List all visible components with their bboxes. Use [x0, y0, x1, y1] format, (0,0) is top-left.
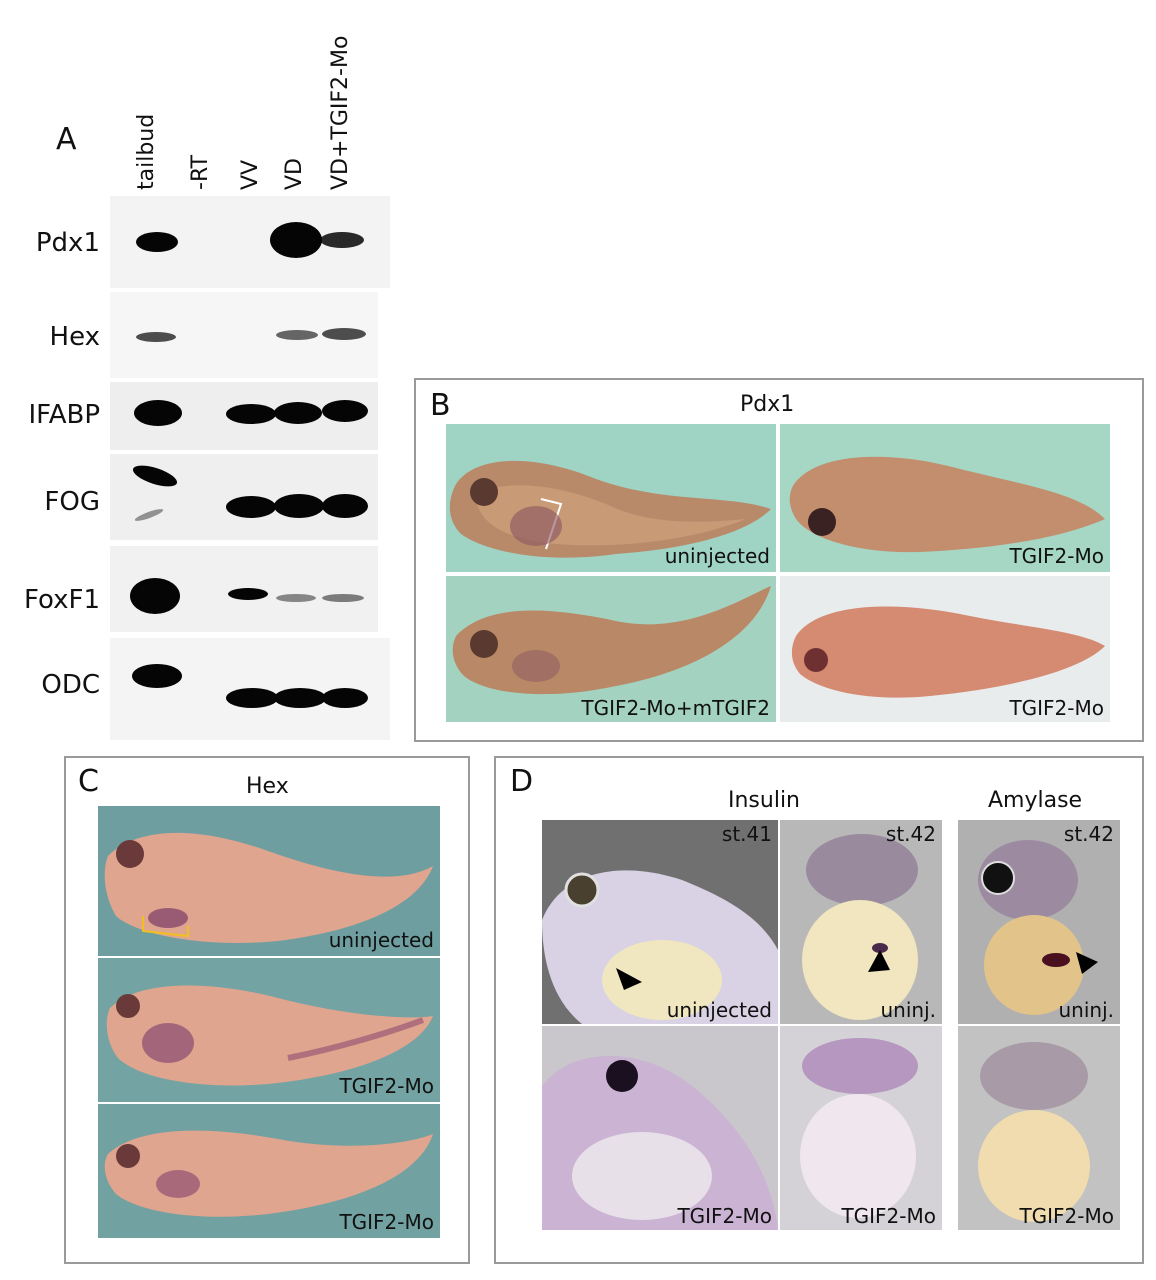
panel-c-title: Hex: [246, 774, 289, 799]
band: [226, 404, 276, 424]
stage-label: st.42: [885, 822, 936, 846]
photo-insulin-st42-uninjected: st.42 uninj.: [780, 820, 942, 1024]
band: [274, 688, 326, 708]
photo-label: TGIF2-Mo: [841, 1204, 936, 1228]
panel-c-letter: C: [78, 764, 99, 799]
gene-label-hex: Hex: [49, 322, 100, 352]
band: [322, 400, 368, 422]
band: [322, 494, 368, 518]
photo-pdx1-tgif2-mo-1: TGIF2-Mo: [780, 424, 1110, 572]
band: [276, 330, 318, 340]
photo-amylase-st42-uninjected: st.42 uninj.: [958, 820, 1120, 1024]
photo-label: TGIF2-Mo: [677, 1204, 772, 1228]
photo-label: uninjected: [328, 928, 434, 952]
photo-insulin-st41-tgif2-mo: TGIF2-Mo: [542, 1026, 778, 1230]
band: [228, 588, 268, 600]
band: [322, 688, 368, 708]
photo-hex-tgif2-mo-2: TGIF2-Mo: [98, 1104, 440, 1238]
band: [226, 688, 278, 708]
band: [134, 400, 182, 426]
panel-d-title-insulin: Insulin: [728, 788, 801, 813]
photo-hex-uninjected: uninjected: [98, 806, 440, 956]
gel-strip-ifabp: [110, 382, 378, 450]
photo-label: TGIF2-Mo: [339, 1074, 434, 1098]
photo-pdx1-tgif2-mo-mtgif2: TGIF2-Mo+mTGIF2: [446, 576, 776, 722]
photo-pdx1-tgif2-mo-2: TGIF2-Mo: [780, 576, 1110, 722]
gel-strip-hex: [110, 292, 378, 378]
band: [136, 332, 176, 342]
photo-label: TGIF2-Mo+mTGIF2: [581, 696, 770, 720]
gene-label-odc: ODC: [41, 670, 100, 700]
band: [130, 578, 180, 614]
photo-insulin-st42-tgif2-mo: TGIF2-Mo: [780, 1026, 942, 1230]
photo-label: uninjected: [664, 544, 770, 568]
lane-label-vd-tgif2-mo: VD+TGIF2-Mo: [328, 35, 353, 190]
photo-label: uninj.: [1058, 998, 1115, 1022]
stage-label: st.42: [1063, 822, 1114, 846]
lane-label-tailbud: tailbud: [134, 113, 159, 190]
stage-label: st.41: [721, 822, 772, 846]
band: [270, 222, 322, 258]
photo-label: TGIF2-Mo: [1009, 544, 1104, 568]
photo-label: uninj.: [880, 998, 937, 1022]
band: [320, 232, 364, 248]
photo-label: TGIF2-Mo: [339, 1210, 434, 1234]
gene-label-fog: FOG: [44, 487, 100, 517]
lane-label-vv: VV: [238, 159, 263, 190]
gene-label-pdx1: Pdx1: [35, 228, 100, 258]
photo-label: TGIF2-Mo: [1009, 696, 1104, 720]
panel-b-letter: B: [430, 388, 451, 423]
band: [136, 232, 178, 252]
photo-amylase-st42-tgif2-mo: TGIF2-Mo: [958, 1026, 1120, 1230]
panel-b-title: Pdx1: [740, 392, 795, 417]
gene-label-foxf1: FoxF1: [23, 585, 100, 615]
band: [322, 328, 366, 340]
photo-pdx1-uninjected: uninjected: [446, 424, 776, 572]
gel-strip-fog: [110, 454, 378, 540]
band: [130, 461, 180, 491]
gel-strip-foxf1: [110, 546, 378, 632]
photo-label: uninjected: [666, 998, 772, 1022]
band: [322, 594, 364, 602]
photo-hex-tgif2-mo-1: TGIF2-Mo: [98, 958, 440, 1102]
photo-label: TGIF2-Mo: [1019, 1204, 1114, 1228]
band: [132, 664, 182, 688]
band: [274, 494, 324, 518]
lane-label-vd: VD: [282, 158, 307, 190]
gel-strip-pdx1: [110, 196, 390, 288]
gene-label-ifabp: IFABP: [28, 400, 100, 430]
band: [276, 594, 316, 602]
panel-a-letter: A: [56, 122, 77, 157]
panel-d-letter: D: [510, 764, 534, 799]
photo-insulin-st41-uninjected: st.41 uninjected: [542, 820, 778, 1024]
gel-strip-odc: [110, 638, 390, 740]
lane-label-minus-rt: -RT: [188, 154, 213, 190]
band: [226, 496, 276, 518]
band: [133, 507, 165, 523]
band: [274, 402, 322, 424]
panel-d-title-amylase: Amylase: [988, 788, 1083, 813]
